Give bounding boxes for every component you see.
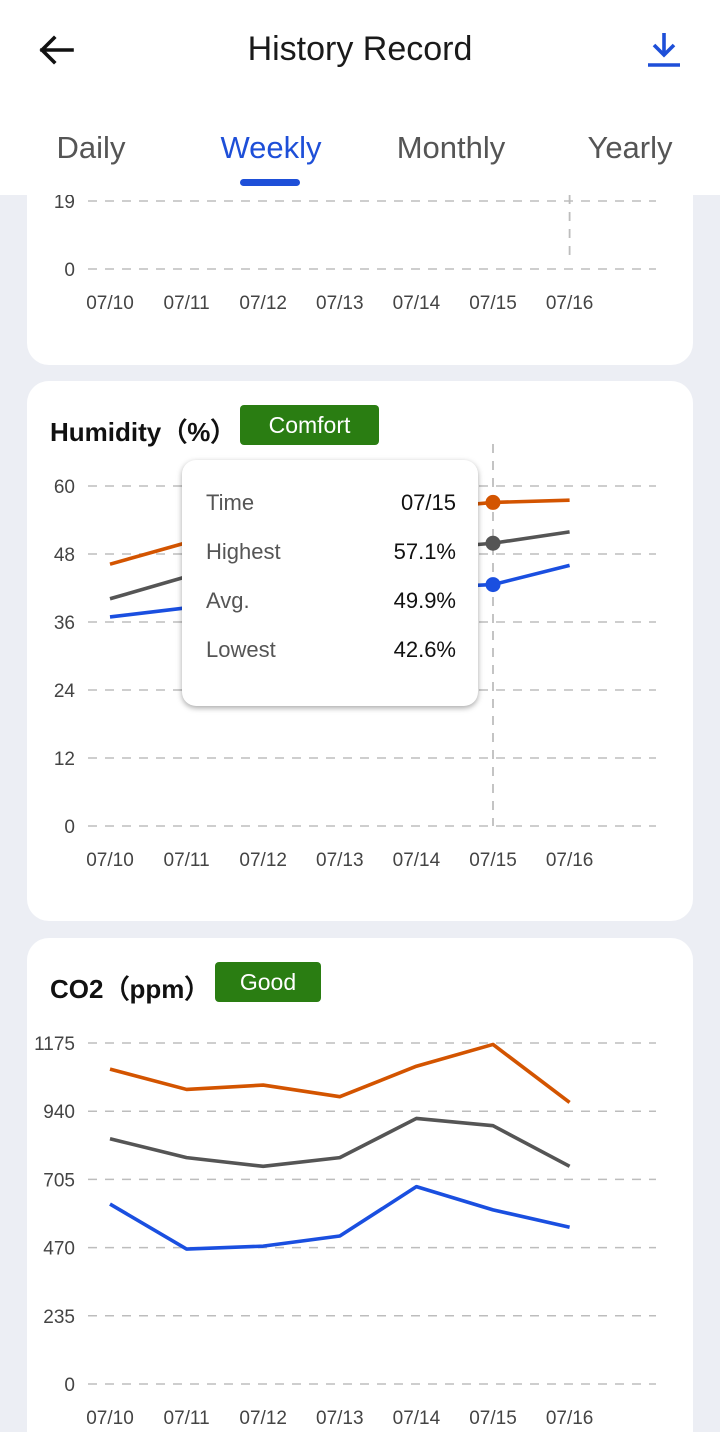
x-tick-label: 07/16 (546, 293, 594, 314)
page-title: History Record (247, 30, 473, 68)
x-tick-label: 07/15 (469, 1408, 517, 1429)
active-tab-indicator (240, 179, 300, 186)
comfort-badge: Comfort (240, 405, 379, 445)
x-tick-label: 07/13 (316, 1408, 364, 1429)
tooltip-label: Time (206, 490, 255, 515)
tooltip-value: 49.9% (393, 588, 456, 613)
x-tick-label: 07/11 (164, 1408, 210, 1429)
tooltip-row-avg: Avg. 49.9% (206, 588, 456, 618)
y-tick-label: 0 (64, 817, 75, 838)
humidity-title: Humidity（%） (50, 417, 237, 447)
tooltip-label: Highest (206, 539, 281, 564)
series-line-2 (109, 1184, 570, 1251)
y-tick-label: 19 (54, 192, 75, 213)
x-tick-label: 07/14 (393, 1408, 441, 1429)
x-tick-label: 07/16 (546, 850, 594, 871)
y-tick-label: 60 (54, 477, 75, 498)
series-line-0 (109, 1042, 571, 1104)
arrow-left-icon (39, 35, 74, 65)
x-tick-label: 07/12 (239, 293, 287, 314)
chart-top[interactable]: 0 19 07/10 07/11 07/12 07/13 07/14 07/15 07/16 (27, 100, 693, 365)
y-tick-label: 36 (54, 613, 75, 634)
period-tabs: Daily Weekly Monthly Yearly (0, 130, 720, 190)
tooltip-row-highest: Highest 57.1% (206, 539, 456, 569)
top-bar: History Record Daily Weekly Monthly Year… (0, 0, 720, 195)
x-tick-label: 07/15 (469, 293, 517, 314)
series-line-1 (109, 1116, 571, 1169)
x-tick-label: 07/10 (86, 293, 134, 314)
y-tick-label: 12 (54, 749, 75, 770)
y-tick-label: 470 (43, 1239, 75, 1260)
tooltip-value: 07/15 (400, 490, 456, 515)
good-badge: Good (215, 962, 321, 1002)
y-tick-label: 0 (64, 1375, 75, 1396)
data-tooltip: Time 07/15 Highest 57.1% Avg. 49.9% Lowe… (182, 460, 478, 706)
tooltip-label: Lowest (206, 637, 276, 662)
tooltip-row-lowest: Lowest 42.6% (206, 637, 456, 667)
y-tick-label: 235 (43, 1307, 75, 1328)
x-tick-label: 07/12 (239, 850, 287, 871)
tooltip-value: 42.6% (393, 637, 456, 662)
tooltip-value: 57.1% (393, 539, 456, 564)
x-tick-label: 07/13 (316, 293, 364, 314)
tab-yearly[interactable]: Yearly (587, 130, 673, 165)
download-icon (648, 33, 680, 67)
tooltip-label: Avg. (206, 588, 250, 613)
x-tick-label: 07/16 (546, 1408, 594, 1429)
chart-card-co2: CO2（ppm） Good 0 235 470 705 940 1175 07/10 07/1… (27, 938, 693, 1432)
back-button[interactable] (30, 26, 82, 74)
x-tick-label: 07/11 (164, 293, 210, 314)
co2-title: CO2（ppm） (50, 974, 211, 1004)
tab-daily[interactable]: Daily (56, 130, 126, 165)
co2-chart[interactable]: 0 235 470 705 940 1175 07/10 07/11 07/12 07/13 07/… (27, 938, 693, 1432)
x-tick-label: 07/10 (86, 850, 134, 871)
x-tick-label: 07/14 (393, 293, 441, 314)
download-button[interactable] (640, 26, 688, 74)
y-tick-label: 24 (54, 681, 76, 702)
x-tick-label: 07/14 (393, 850, 441, 871)
grid-lines (88, 200, 656, 270)
x-tick-label: 07/15 (469, 850, 517, 871)
y-tick-label: 48 (54, 545, 75, 566)
x-tick-label: 07/12 (239, 1408, 287, 1429)
x-tick-label: 07/13 (316, 850, 364, 871)
series-point-0 (485, 494, 501, 510)
y-tick-label: 0 (64, 260, 75, 281)
tooltip-row-time: Time 07/15 (206, 490, 456, 520)
y-tick-label: 705 (43, 1170, 75, 1191)
series-point-2 (485, 577, 501, 593)
series-point-1 (485, 535, 501, 551)
tab-weekly[interactable]: Weekly (220, 130, 322, 165)
x-tick-label: 07/10 (86, 1408, 134, 1429)
y-tick-label: 940 (43, 1102, 75, 1123)
tab-monthly[interactable]: Monthly (396, 130, 506, 165)
x-tick-label: 07/11 (164, 850, 210, 871)
y-tick-label: 1175 (34, 1034, 75, 1055)
